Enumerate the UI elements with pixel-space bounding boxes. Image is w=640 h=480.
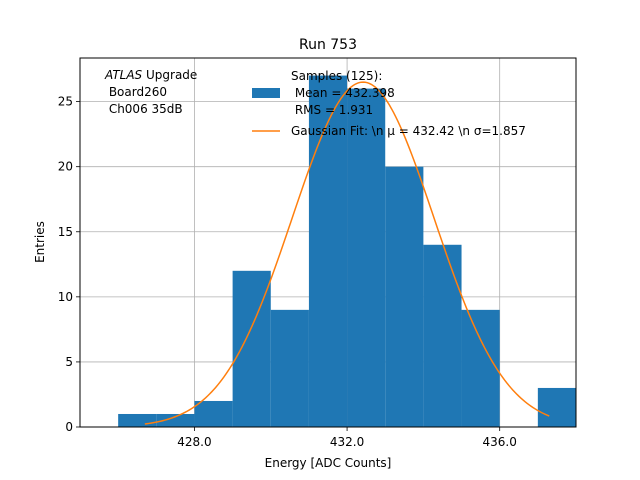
legend: Samples (125): Mean = 432.398 RMS = 1.93…	[252, 69, 526, 138]
y-tick-label: 25	[58, 95, 73, 109]
atlas-annotation-board: Board260	[105, 85, 167, 99]
gaussian-fit-curve	[144, 81, 550, 425]
legend-samples-line-1: Samples (125):	[291, 69, 382, 83]
histogram-bar	[194, 400, 233, 427]
gaussian-fit	[144, 81, 550, 425]
atlas-annotation: ATLAS Upgrade Board260 Ch006 35dB	[104, 68, 197, 116]
x-tick-label: 432.0	[330, 435, 364, 449]
chart-title: Run 753	[299, 37, 357, 53]
histogram-bar	[423, 244, 462, 427]
y-tick-label: 0	[65, 420, 73, 434]
y-tick-label: 20	[58, 160, 73, 174]
x-axis-ticks: 428.0 432.0 436.0	[177, 427, 517, 449]
legend-samples-line-2: Mean = 432.398	[291, 86, 395, 100]
atlas-label: ATLAS	[104, 68, 143, 82]
histogram-bar	[537, 387, 576, 427]
atlas-annotation-channel: Ch006 35dB	[105, 102, 183, 116]
histogram-bars	[118, 75, 576, 428]
plot-frame	[79, 57, 577, 428]
histogram-bar	[270, 309, 309, 427]
legend-samples-swatch	[252, 88, 280, 98]
x-tick-label: 428.0	[177, 435, 211, 449]
legend-samples-line-3: RMS = 1.931	[291, 103, 373, 117]
histogram-bar	[118, 413, 157, 427]
histogram-bar	[461, 309, 500, 427]
upgrade-label: Upgrade	[142, 68, 197, 82]
y-tick-label: 5	[65, 355, 73, 369]
y-axis-label: Entries	[33, 221, 47, 263]
atlas-annotation-line-1: ATLAS Upgrade	[104, 68, 197, 82]
x-tick-label: 436.0	[483, 435, 517, 449]
y-axis-ticks: 0 5 10 15 20 25	[58, 95, 80, 434]
histogram-bar	[308, 75, 348, 428]
histogram-bar	[347, 88, 386, 427]
y-tick-label: 10	[58, 290, 73, 304]
histogram-bar	[385, 166, 424, 427]
histogram-bar	[156, 413, 195, 427]
legend-fit-label: Gaussian Fit: \n μ = 432.42 \n σ=1.857	[291, 124, 526, 138]
y-tick-label: 15	[58, 225, 73, 239]
x-axis-label: Energy [ADC Counts]	[265, 456, 392, 470]
